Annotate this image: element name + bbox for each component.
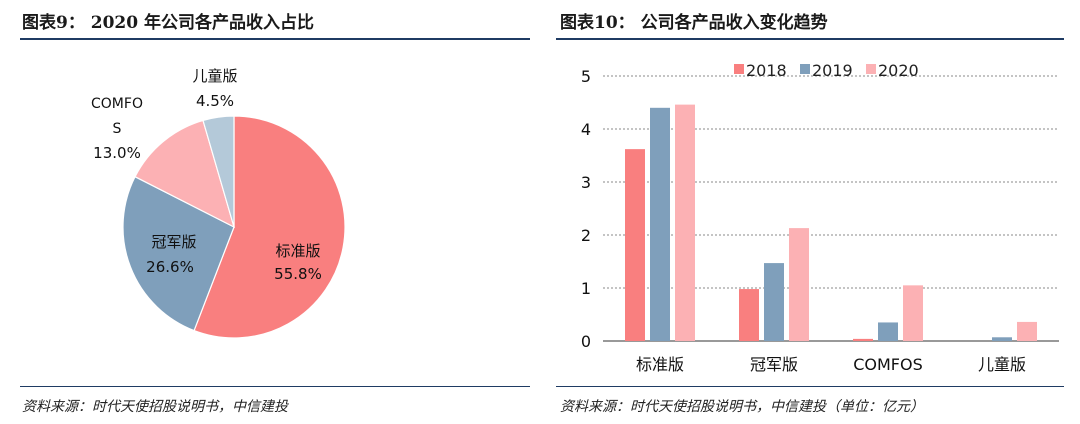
right-source-rule bbox=[556, 386, 1064, 387]
bar-冠军版-2020 bbox=[789, 228, 809, 341]
pie-label-2-line1: COMFO bbox=[91, 96, 143, 112]
pie-chart: 标准版 55.8% 冠军版 26.6% COMFO S 13.0% 儿童版 4.5% bbox=[91, 67, 346, 339]
pie-value-0: 55.8% bbox=[274, 265, 322, 283]
x-tick-0: 标准版 bbox=[636, 355, 684, 374]
pie-value-2: 13.0% bbox=[93, 144, 141, 162]
y-tick-4: 4 bbox=[581, 120, 591, 139]
pie-slice-2 bbox=[134, 119, 235, 229]
pie-label-1: 冠军版 bbox=[151, 233, 196, 251]
bar-chart: 0 1 2 3 4 5 标准版 冠军版 COMFOS 儿童版 2018 2019 2020 bbox=[581, 61, 1059, 374]
left-source-text: 资料来源：时代天使招股说明书，中信建投 bbox=[22, 399, 288, 415]
bar-冠军版-2018 bbox=[739, 289, 759, 341]
bar-儿童版-2019 bbox=[992, 337, 1012, 341]
left-title-rule bbox=[20, 38, 530, 40]
right-source-text: 资料来源：时代天使招股说明书，中信建投（单位：亿元） bbox=[560, 399, 924, 415]
bar-标准版-2018 bbox=[625, 149, 645, 341]
pie-label-2-line2: S bbox=[113, 121, 122, 137]
pie-slice-3 bbox=[202, 115, 235, 228]
x-tick-2: COMFOS bbox=[853, 355, 923, 374]
y-tick-3: 3 bbox=[581, 173, 591, 192]
bar-COMFOS-2018 bbox=[853, 338, 873, 341]
x-tick-1: 冠军版 bbox=[750, 355, 798, 374]
pie-slice-1 bbox=[122, 175, 235, 332]
legend-swatch-2018 bbox=[734, 64, 744, 74]
legend-swatch-2020 bbox=[866, 64, 876, 74]
x-tick-3: 儿童版 bbox=[978, 355, 1026, 374]
legend-swatch-2019 bbox=[800, 64, 810, 74]
y-tick-5: 5 bbox=[581, 67, 591, 86]
y-tick-2: 2 bbox=[581, 226, 591, 245]
bar-COMFOS-2019 bbox=[878, 322, 898, 341]
bar-儿童版-2020 bbox=[1017, 321, 1037, 341]
bar-冠军版-2019 bbox=[764, 263, 784, 341]
pie-value-3: 4.5% bbox=[196, 92, 234, 110]
pie-label-0: 标准版 bbox=[275, 242, 320, 260]
y-tick-1: 1 bbox=[581, 279, 591, 298]
y-tick-0: 0 bbox=[581, 332, 591, 351]
bar-标准版-2019 bbox=[650, 107, 670, 341]
pie-value-1: 26.6% bbox=[146, 258, 194, 276]
pie-label-3: 儿童版 bbox=[192, 67, 237, 85]
legend-label-2020: 2020 bbox=[878, 61, 919, 80]
left-source-rule bbox=[20, 386, 530, 387]
right-title-rule bbox=[556, 38, 1064, 40]
legend-label-2019: 2019 bbox=[812, 61, 853, 80]
pie-slice-0 bbox=[193, 115, 346, 339]
legend-label-2018: 2018 bbox=[746, 61, 787, 80]
left-chart-title: 图表9： 2020 年公司各产品收入占比 bbox=[22, 13, 314, 33]
bar-COMFOS-2020 bbox=[903, 285, 923, 341]
bar-标准版-2020 bbox=[675, 104, 695, 342]
right-chart-title: 图表10： 公司各产品收入变化趋势 bbox=[560, 13, 828, 33]
